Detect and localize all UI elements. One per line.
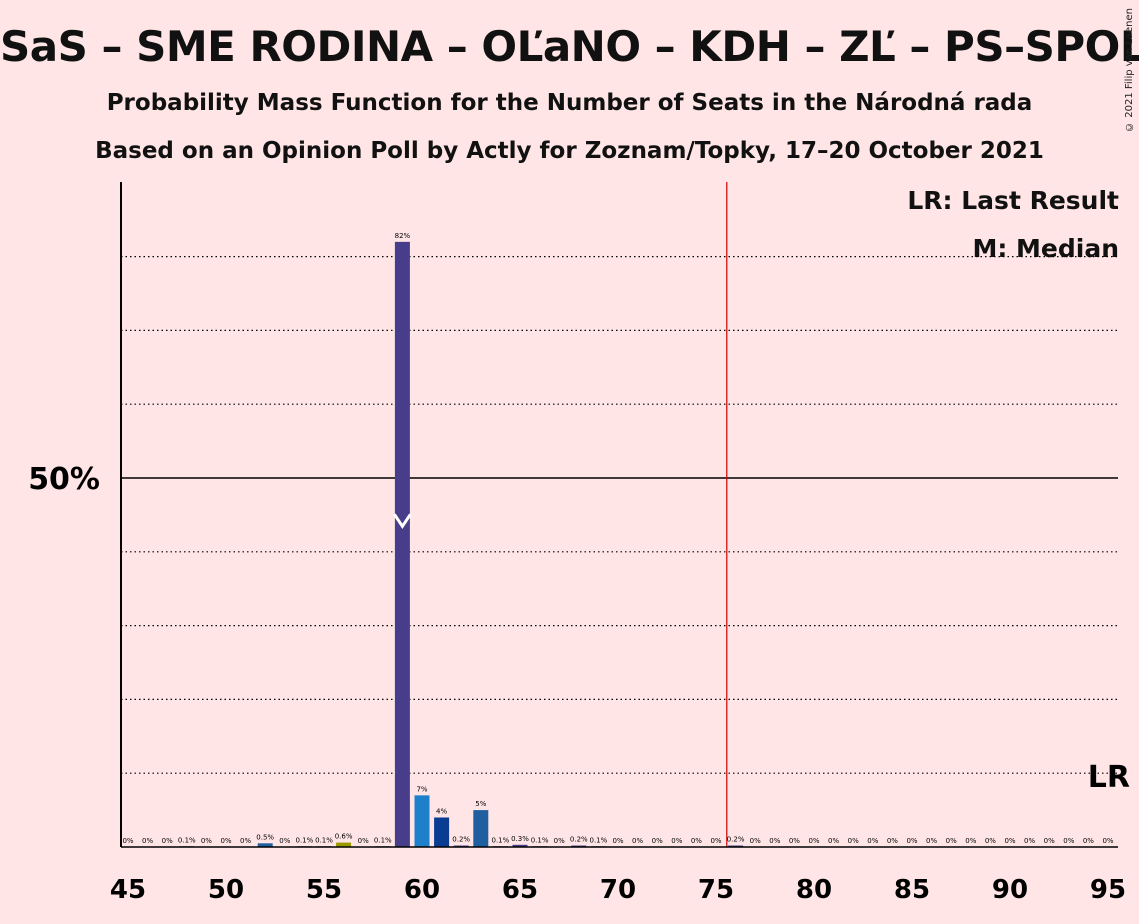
bar-label-61: 4% — [436, 807, 447, 815]
x-tick-45: 45 — [110, 875, 146, 905]
bar-63 — [473, 810, 489, 847]
median-marker — [393, 513, 412, 529]
bar-label-67: 0% — [554, 837, 565, 845]
bar-label-59: 82% — [395, 232, 411, 240]
x-tick-95: 95 — [1090, 875, 1126, 905]
bar-label-91: 0% — [1024, 837, 1035, 845]
x-tick-65: 65 — [502, 875, 538, 905]
grid-lines — [121, 182, 1118, 847]
x-tick-55: 55 — [306, 875, 342, 905]
bar-label-87: 0% — [946, 837, 957, 845]
chart-title: SaS – SME RODINA – OĽaNO – KDH – ZĽ – PS… — [0, 22, 1139, 71]
x-tick-70: 70 — [600, 875, 636, 905]
bar-label-72: 0% — [652, 837, 663, 845]
bar-label-64: 0.1% — [492, 836, 510, 844]
bar-label-56: 0.6% — [335, 833, 353, 841]
bar-label-89: 0% — [985, 837, 996, 845]
last-result-marker: LR — [1088, 760, 1130, 795]
bar-label-86: 0% — [926, 837, 937, 845]
bar-label-85: 0% — [906, 837, 917, 845]
bar-label-68: 0.2% — [570, 836, 588, 844]
bar-label-54: 0.1% — [296, 836, 314, 844]
bar-label-77: 0% — [750, 837, 761, 845]
bar-label-90: 0% — [1004, 837, 1015, 845]
bar-61 — [434, 817, 450, 847]
axes: 45 50 55 60 65 70 75 80 85 90 95 50% LR — [28, 182, 1130, 905]
x-tick-90: 90 — [992, 875, 1028, 905]
bar-label-57: 0% — [358, 837, 369, 845]
bar-label-69: 0.1% — [590, 836, 608, 844]
bar-59 — [394, 241, 410, 848]
x-tick-80: 80 — [796, 875, 832, 905]
legend-last-result: LR: Last Result — [907, 186, 1119, 215]
bar-label-88: 0% — [965, 837, 976, 845]
bar-label-92: 0% — [1044, 837, 1055, 845]
bar-label-65: 0.3% — [511, 835, 529, 843]
bar-label-79: 0% — [789, 837, 800, 845]
bar-label-49: 0% — [201, 837, 212, 845]
bar-60 — [414, 795, 430, 847]
bars — [179, 241, 744, 848]
bar-label-48: 0.1% — [178, 836, 196, 844]
bar-label-78: 0% — [769, 837, 780, 845]
bar-label-73: 0% — [671, 837, 682, 845]
bar-label-63: 5% — [475, 800, 486, 808]
bar-label-62: 0.2% — [452, 836, 470, 844]
bar-label-58: 0.1% — [374, 836, 392, 844]
chart-subtitle: Probability Mass Function for the Number… — [106, 90, 1033, 116]
chart-source: Based on an Opinion Poll by Actly for Zo… — [95, 138, 1044, 164]
bar-56 — [336, 842, 352, 847]
y-tick-50: 50% — [28, 462, 100, 497]
legend-median: M: Median — [972, 234, 1119, 263]
bar-label-76: 0.2% — [727, 836, 745, 844]
bar-label-82: 0% — [848, 837, 859, 845]
bar-label-83: 0% — [867, 837, 878, 845]
bar-label-94: 0% — [1083, 837, 1094, 845]
bar-label-71: 0% — [632, 837, 643, 845]
x-tick-50: 50 — [208, 875, 244, 905]
x-tick-75: 75 — [698, 875, 734, 905]
x-tick-85: 85 — [894, 875, 930, 905]
bar-65 — [512, 844, 528, 847]
bar-label-53: 0% — [279, 837, 290, 845]
x-tick-60: 60 — [404, 875, 440, 905]
bar-label-66: 0.1% — [531, 836, 549, 844]
bar-label-55: 0.1% — [315, 836, 333, 844]
bar-label-46: 0% — [142, 837, 153, 845]
bar-label-75: 0% — [710, 837, 721, 845]
bar-label-81: 0% — [828, 837, 839, 845]
bar-label-52: 0.5% — [256, 833, 274, 841]
bar-label-47: 0% — [162, 837, 173, 845]
bar-label-80: 0% — [808, 837, 819, 845]
bar-labels: 0% 0% 0% 0.1% 0% 0% 0% 0.5% 0% 0.1% 0.1% 0.6%0% 0.1%… — [122, 232, 1113, 845]
bar-52 — [257, 843, 273, 847]
bar-label-51: 0% — [240, 837, 251, 845]
bar-label-93: 0% — [1063, 837, 1074, 845]
bar-label-50: 0% — [220, 837, 231, 845]
bar-label-95: 0% — [1102, 837, 1113, 845]
bar-label-60: 7% — [416, 785, 427, 793]
bar-label-45: 0% — [122, 837, 133, 845]
bar-label-74: 0% — [691, 837, 702, 845]
bar-label-84: 0% — [887, 837, 898, 845]
bar-label-70: 0% — [612, 837, 623, 845]
